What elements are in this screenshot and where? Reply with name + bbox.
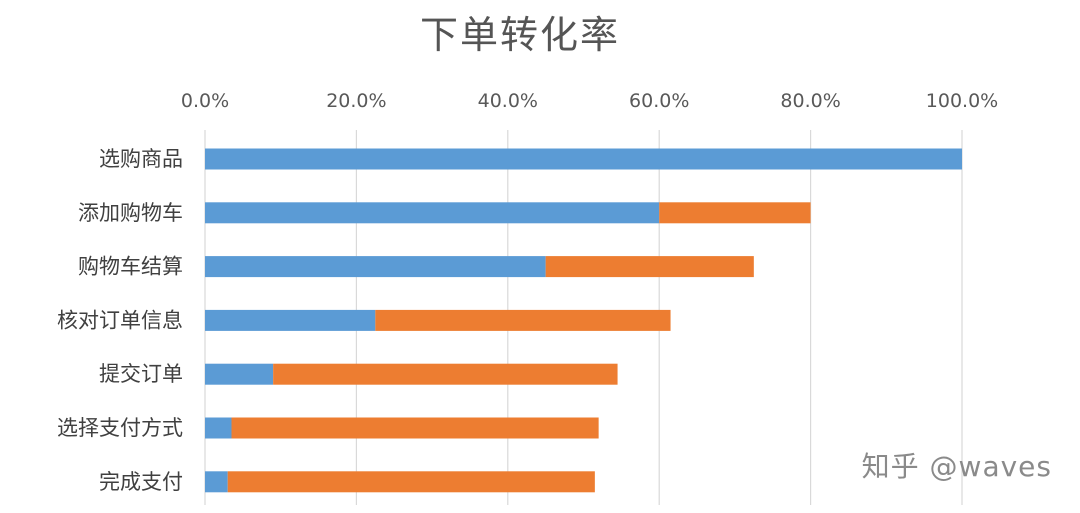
x-axis-ticks: 0.0% 20.0% 40.0% 60.0% 80.0% 100.0% [181, 90, 998, 112]
category-label: 完成支付 [99, 470, 183, 494]
chart-title: 下单转化率 [420, 13, 620, 57]
bar-segment-orange [545, 256, 754, 278]
bar-segment-orange [375, 309, 671, 331]
category-label: 添加购物车 [78, 201, 183, 225]
bar-segment-blue [205, 309, 376, 331]
bar-segment-blue [205, 417, 232, 439]
x-tick-label: 60.0% [629, 90, 689, 112]
category-label: 核对订单信息 [57, 308, 183, 332]
bar-segment-orange [273, 363, 618, 385]
bar-segment-orange [227, 471, 595, 493]
category-label: 购物车结算 [78, 255, 183, 279]
bar-segment-blue [205, 202, 660, 224]
bar-segment-orange [231, 417, 599, 439]
x-tick-label: 40.0% [478, 90, 538, 112]
bars [205, 148, 962, 493]
bar-segment-blue [205, 471, 228, 493]
bar-segment-orange [659, 202, 811, 224]
bar-segment-blue [205, 256, 546, 278]
category-label: 提交订单 [99, 362, 183, 386]
watermark: 知乎 @waves [861, 450, 1052, 483]
category-label: 选购商品 [99, 147, 183, 171]
x-tick-label: 20.0% [326, 90, 386, 112]
bar-segment-blue [205, 363, 274, 385]
x-tick-label: 0.0% [181, 90, 229, 112]
x-tick-label: 80.0% [780, 90, 840, 112]
category-label: 选择支付方式 [57, 416, 183, 440]
bar-segment-blue [205, 148, 962, 170]
x-tick-label: 100.0% [926, 90, 998, 112]
